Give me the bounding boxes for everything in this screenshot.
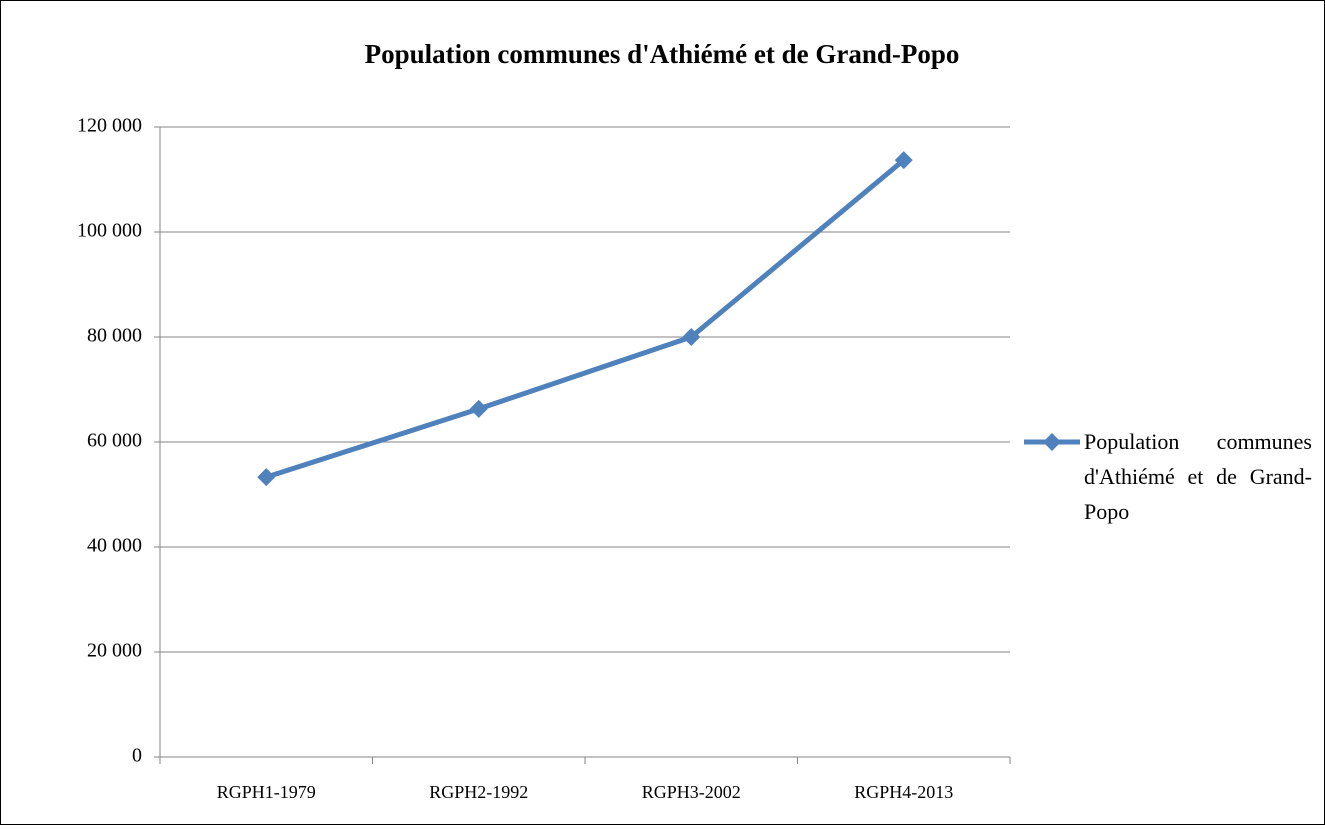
y-tick-label: 60 000	[87, 430, 142, 452]
y-tick-label: 120 000	[77, 115, 142, 137]
y-tick-label: 40 000	[87, 535, 142, 557]
legend-label: Population communes d'Athiémé et de Gran…	[1084, 429, 1312, 524]
point-marker	[257, 468, 276, 487]
legend-marker	[1043, 433, 1061, 451]
y-tick-label: 0	[132, 745, 142, 767]
y-tick-label: 20 000	[87, 640, 142, 662]
x-tick-label: RGPH2-1992	[429, 782, 528, 802]
series-line	[265, 158, 906, 480]
x-tick-label: RGPH4-2013	[854, 782, 953, 802]
x-tick-label: RGPH3-2002	[642, 782, 741, 802]
chart-title: Population communes d'Athiémé et de Gran…	[365, 39, 960, 69]
x-tick-label: RGPH1-1979	[217, 782, 316, 802]
point-marker	[469, 399, 488, 418]
y-tick-label: 80 000	[87, 325, 142, 347]
point-marker	[894, 151, 913, 170]
y-tick-label: 100 000	[77, 220, 142, 242]
point-marker	[682, 328, 701, 346]
